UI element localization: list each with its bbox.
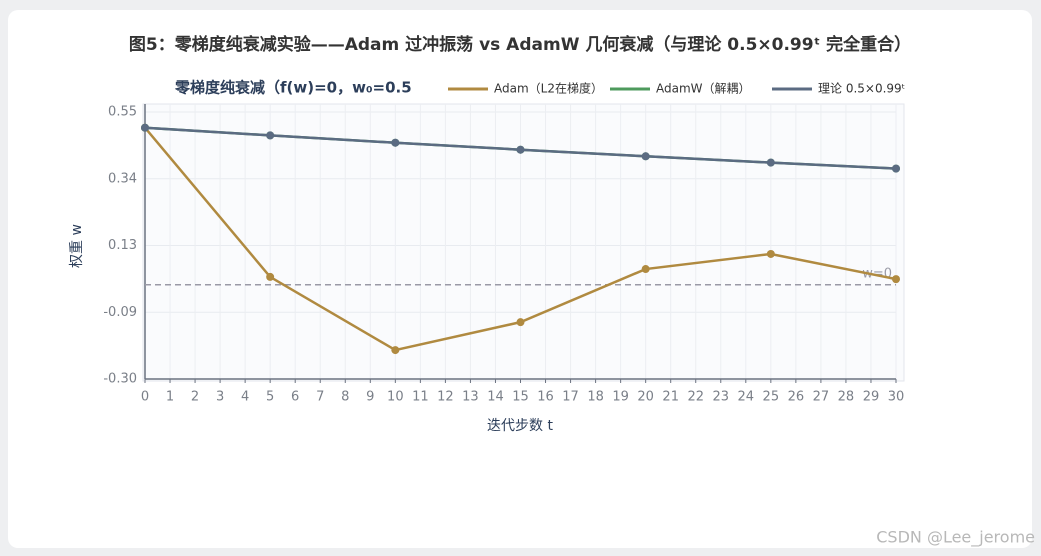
x-tick-label: 22	[687, 390, 704, 405]
x-tick-label: 14	[487, 390, 504, 405]
x-tick-label: 24	[738, 390, 755, 405]
y-axis-label: 权重 w	[69, 224, 85, 268]
point	[641, 265, 650, 274]
legend-bg	[606, 78, 764, 100]
x-tick-label: 28	[838, 390, 855, 405]
x-tick-label: 11	[412, 390, 429, 405]
x-tick-label: 23	[712, 390, 729, 405]
chart-title: 图5：零梯度纯衰减实验——Adam 过冲振荡 vs AdamW 几何衰减（与理论…	[129, 34, 911, 55]
legend-label: AdamW（解耦）	[656, 82, 751, 96]
x-tick-label: 27	[813, 390, 830, 405]
x-tick-label: 20	[637, 390, 654, 405]
x-tick-label: 3	[216, 390, 224, 405]
x-tick-label: 10	[387, 390, 404, 405]
x-tick-label: 9	[366, 390, 374, 405]
x-tick-label: 21	[662, 390, 679, 405]
x-tick-label: 26	[788, 390, 805, 405]
point	[892, 164, 900, 173]
point	[641, 152, 650, 161]
x-tick-label: 13	[462, 390, 479, 405]
x-tick-label: 6	[291, 390, 299, 405]
y-tick-label: 0.13	[108, 238, 137, 253]
x-tick-label: 7	[316, 390, 324, 405]
legend-label: 理论 0.5×0.99ᵗ	[818, 82, 905, 96]
y-tick-label: 0.55	[108, 105, 137, 120]
point	[391, 138, 400, 147]
chart-subtitle: 零梯度纯衰减（f(w)=0，w₀=0.5	[174, 79, 412, 97]
x-tick-label: 5	[266, 390, 274, 405]
point	[266, 272, 275, 281]
x-tick-label: 2	[191, 390, 199, 405]
y-tick-label: 0.34	[108, 171, 137, 186]
x-tick-label: 16	[537, 390, 554, 405]
x-tick-label: 15	[512, 390, 529, 405]
x-tick-label: 4	[241, 390, 249, 405]
plot-area	[142, 103, 905, 382]
point	[391, 346, 400, 355]
x-tick-label: 19	[612, 390, 629, 405]
x-tick-label: 0	[141, 390, 149, 405]
point	[141, 123, 149, 132]
y-tick-label: -0.30	[103, 372, 137, 387]
x-tick-label: 17	[562, 390, 579, 405]
point	[266, 131, 275, 140]
legend-label: Adam（L2在梯度）	[494, 81, 603, 96]
x-tick-label: 8	[341, 390, 349, 405]
point	[892, 275, 900, 284]
legend-bg	[768, 78, 913, 100]
legend-bg	[444, 78, 602, 100]
x-tick-label: 12	[437, 390, 454, 405]
x-tick-label: 18	[587, 390, 604, 405]
x-tick-label: 25	[763, 390, 780, 405]
x-axis-label: 迭代步数 t	[487, 418, 553, 434]
x-tick-label: 30	[888, 390, 905, 405]
x-tick-label: 1	[166, 390, 174, 405]
point	[766, 249, 775, 258]
watermark: CSDN @Lee_jerome	[876, 528, 1035, 548]
point	[516, 318, 525, 327]
y-tick-label: -0.09	[103, 305, 137, 320]
point	[516, 145, 525, 154]
point	[766, 158, 775, 167]
x-tick-label: 29	[863, 390, 880, 405]
